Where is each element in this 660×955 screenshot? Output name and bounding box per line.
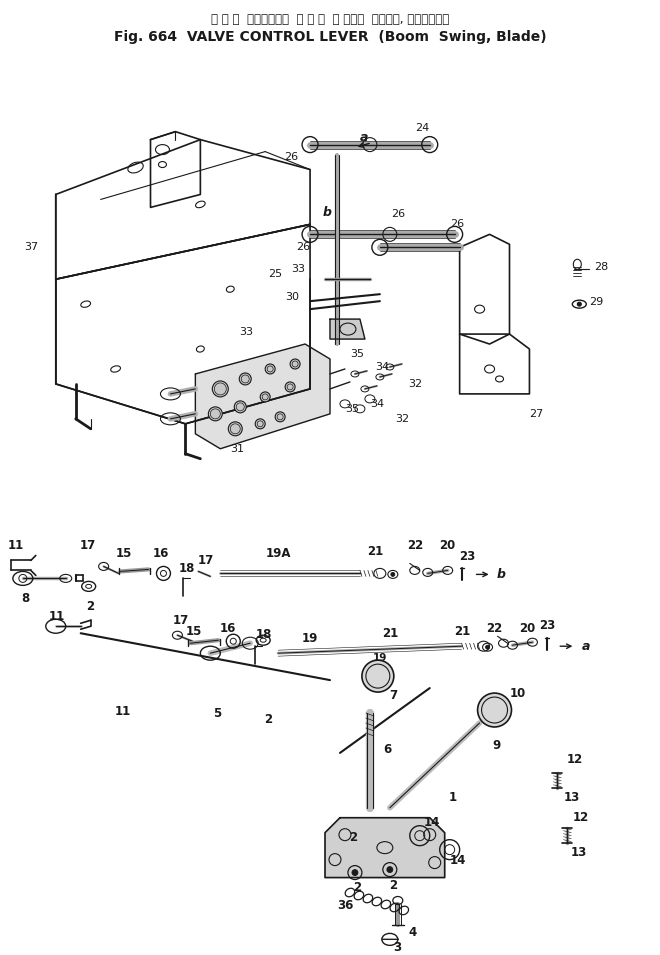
Text: 26: 26 — [284, 152, 298, 161]
Text: 1: 1 — [449, 792, 457, 804]
Circle shape — [209, 407, 222, 421]
Text: 19: 19 — [373, 653, 387, 663]
Text: 17: 17 — [80, 539, 96, 552]
Text: 26: 26 — [296, 243, 310, 252]
Circle shape — [290, 359, 300, 369]
Text: 22: 22 — [486, 622, 503, 635]
Text: 36: 36 — [337, 899, 353, 912]
Text: 33: 33 — [291, 265, 305, 274]
Text: 25: 25 — [268, 269, 282, 279]
Polygon shape — [325, 817, 445, 878]
Text: 31: 31 — [230, 444, 244, 454]
Text: 2: 2 — [86, 600, 95, 613]
Text: 20: 20 — [519, 622, 535, 635]
Text: 7: 7 — [389, 689, 397, 702]
Text: 2: 2 — [349, 831, 357, 844]
Circle shape — [228, 422, 242, 435]
Circle shape — [478, 693, 512, 727]
Text: 21: 21 — [367, 545, 383, 558]
Text: 14: 14 — [424, 817, 440, 829]
Circle shape — [265, 364, 275, 374]
Circle shape — [486, 646, 490, 649]
Text: 18: 18 — [256, 627, 273, 641]
Text: 15: 15 — [185, 625, 201, 638]
Circle shape — [255, 419, 265, 429]
Text: b: b — [496, 568, 506, 581]
Text: 6: 6 — [383, 743, 392, 756]
Circle shape — [391, 572, 395, 577]
Text: 13: 13 — [563, 792, 579, 804]
Text: 17: 17 — [172, 614, 189, 626]
Text: 35: 35 — [350, 349, 364, 359]
Text: 14: 14 — [449, 854, 466, 867]
Text: 11: 11 — [8, 539, 24, 552]
Circle shape — [275, 412, 285, 422]
Text: 11: 11 — [114, 705, 131, 717]
Text: 3: 3 — [393, 941, 401, 954]
Circle shape — [260, 392, 270, 402]
Text: 8: 8 — [22, 592, 30, 605]
Text: 12: 12 — [573, 811, 589, 824]
Text: 19: 19 — [302, 631, 318, 645]
Circle shape — [234, 401, 246, 413]
Text: 27: 27 — [529, 409, 544, 419]
Text: 19A: 19A — [265, 547, 291, 560]
Circle shape — [213, 381, 228, 397]
Text: b: b — [323, 206, 332, 219]
Circle shape — [240, 373, 251, 385]
Text: 35: 35 — [345, 404, 359, 414]
Text: 26: 26 — [391, 209, 405, 220]
Text: 21: 21 — [455, 625, 471, 638]
Text: 33: 33 — [239, 327, 253, 337]
Text: 13: 13 — [571, 846, 587, 860]
Text: 11: 11 — [49, 610, 65, 623]
Text: 28: 28 — [594, 263, 609, 272]
Text: 30: 30 — [285, 292, 299, 302]
Text: a: a — [581, 640, 589, 652]
Text: 32: 32 — [395, 414, 409, 424]
Text: 32: 32 — [408, 379, 422, 389]
Text: 2: 2 — [389, 879, 397, 892]
Text: 17: 17 — [197, 554, 213, 567]
Text: 2: 2 — [264, 713, 272, 727]
Text: 20: 20 — [440, 539, 456, 552]
Text: 16: 16 — [220, 622, 236, 635]
Text: 26: 26 — [449, 220, 464, 229]
Text: Fig. 664  VALVE CONTROL LEVER  (Boom  Swing, Blade): Fig. 664 VALVE CONTROL LEVER (Boom Swing… — [114, 30, 546, 44]
Text: 21: 21 — [381, 626, 398, 640]
Text: 2: 2 — [353, 881, 361, 894]
Text: 22: 22 — [407, 539, 423, 552]
Text: 16: 16 — [152, 547, 169, 560]
Text: 24: 24 — [414, 122, 429, 133]
Circle shape — [362, 660, 394, 692]
Text: 37: 37 — [24, 243, 39, 252]
Circle shape — [352, 870, 358, 876]
Circle shape — [387, 866, 393, 873]
Text: 15: 15 — [115, 547, 132, 560]
Text: 4: 4 — [409, 926, 417, 939]
Polygon shape — [330, 319, 365, 339]
Text: 18: 18 — [178, 562, 195, 575]
Text: 23: 23 — [459, 550, 476, 562]
Text: 29: 29 — [589, 297, 603, 308]
Text: a: a — [360, 131, 368, 144]
Text: バ ル ブ  コントロール  レ バ ー  （ ブーム  スイング, ブレード用）: バ ル ブ コントロール レ バ ー （ ブーム スイング, ブレード用） — [211, 13, 449, 26]
Text: 5: 5 — [213, 707, 222, 719]
Text: 34: 34 — [370, 399, 384, 409]
Circle shape — [285, 382, 295, 392]
Circle shape — [578, 302, 581, 307]
Text: 10: 10 — [510, 687, 525, 700]
Polygon shape — [195, 344, 330, 449]
Text: 12: 12 — [566, 753, 582, 766]
Text: 34: 34 — [375, 362, 389, 372]
Text: 23: 23 — [539, 619, 556, 632]
Text: 9: 9 — [492, 739, 501, 753]
